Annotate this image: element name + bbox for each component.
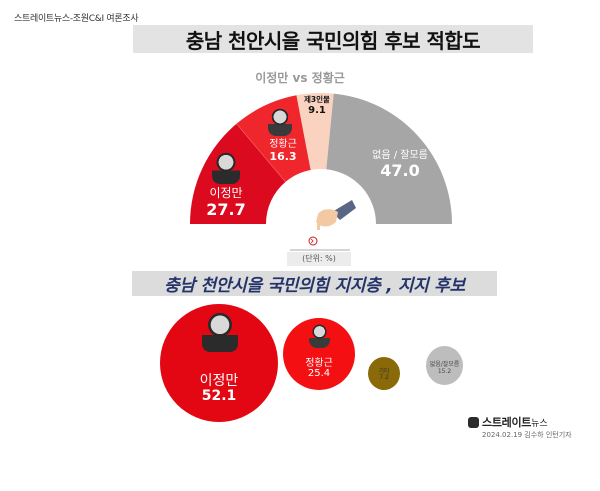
slice-none-dontknow — [326, 93, 452, 224]
bubble-jung: 정황근 25.4 — [283, 318, 355, 390]
bubble-other-value: 7.2 — [379, 374, 389, 381]
chart-title: 충남 천안시을 국민의힘 후보 적합도 — [185, 28, 481, 53]
bubble-lee-photo — [202, 312, 238, 352]
slice-jung-hwanggeun — [236, 95, 311, 182]
bubble-none-value: 15.2 — [437, 368, 452, 375]
candidate-photo-lee — [212, 152, 240, 184]
bubble-none: 없음/잘모름 15.2 — [426, 346, 463, 385]
bubble-jung-photo — [309, 324, 330, 348]
bubble-jung-name: 정황근 — [305, 358, 333, 369]
bubble-lee-value: 52.1 — [201, 388, 237, 404]
candidate-photo-jung — [268, 108, 292, 136]
label-lee: 이정만 27.7 — [196, 186, 256, 219]
logo-brand-suffix: 뉴스 — [531, 418, 548, 429]
logo-mark-icon — [468, 416, 479, 428]
brand-logo: 스트레이트 뉴스 — [468, 414, 548, 430]
label-lee-name: 이정만 — [209, 186, 243, 200]
bubble-lee-name: 이정만 — [199, 373, 239, 389]
label-jung-name: 정황근 — [269, 139, 297, 150]
title-banner: 충남 천안시을 국민의힘 후보 적합도 — [133, 25, 533, 53]
label-lee-value: 27.7 — [206, 199, 246, 219]
label-jung: 정황근 16.3 — [258, 139, 308, 163]
slice-third-person — [296, 92, 334, 170]
section2-title-banner: 충남 천안시을 국민의힘 지지층 , 지지 후보 — [132, 271, 497, 296]
bubble-other-name: 기타 — [378, 368, 390, 375]
chart-subtitle: 이정만 vs 정황근 — [255, 71, 345, 85]
label-jung-value: 16.3 — [269, 149, 297, 163]
bubble-none-name: 없음/잘모름 — [429, 361, 460, 368]
label-third-value: 9.1 — [308, 104, 326, 116]
logo-brand: 스트레이트 — [482, 416, 532, 429]
label-none-value: 47.0 — [380, 160, 420, 180]
bubble-lee: 이정만 52.1 — [160, 304, 278, 422]
label-none-name: 없음 / 잘모름 — [372, 150, 428, 161]
label-third-name: 제3인물 — [304, 95, 330, 104]
label-none: 없음 / 잘모름 47.0 — [360, 150, 440, 180]
ballot-hand-icon — [290, 200, 356, 251]
label-third: 제3인물 9.1 — [296, 95, 338, 116]
section2-title: 충남 천안시을 국민의힘 지지층 , 지지 후보 — [164, 276, 465, 296]
unit-label: (단위: %) — [287, 252, 351, 266]
bubble-jung-value: 25.4 — [307, 368, 331, 379]
half-donut-chart — [189, 92, 452, 251]
byline: 2024.02.19 김수하 인턴기자 — [482, 431, 572, 439]
bubble-other: 기타 7.2 — [368, 357, 400, 390]
source-caption: 스트레이트뉴스-조원C&I 여론조사 — [14, 14, 139, 24]
